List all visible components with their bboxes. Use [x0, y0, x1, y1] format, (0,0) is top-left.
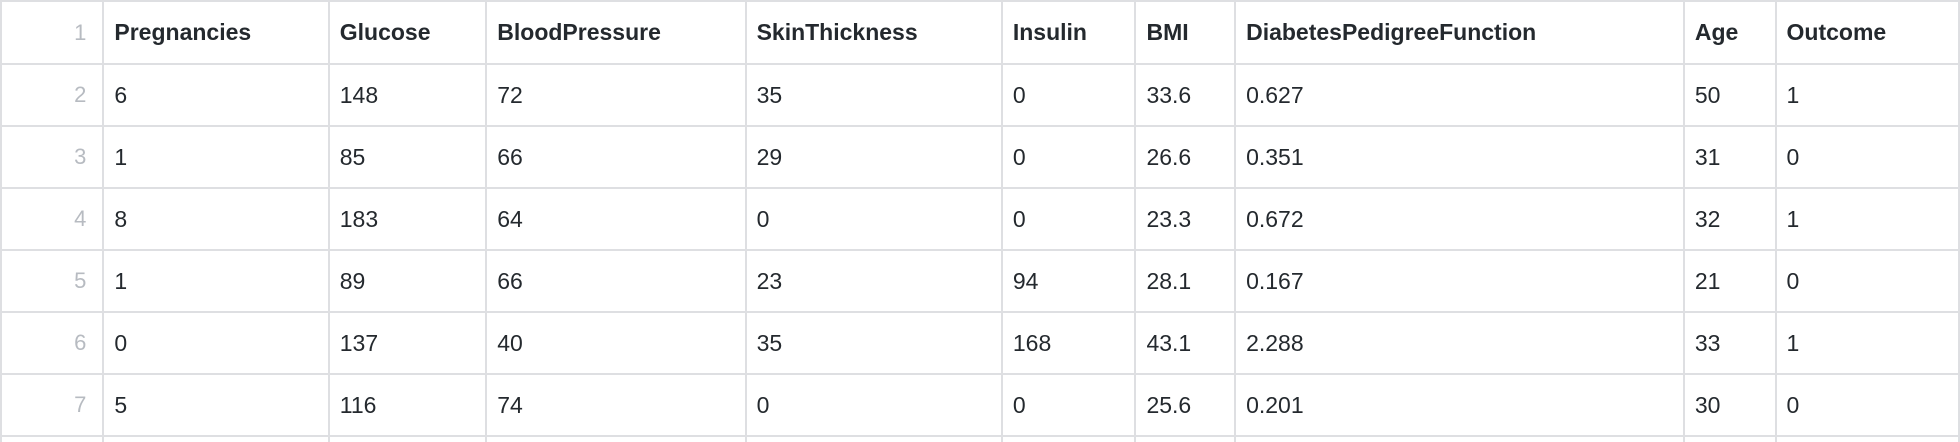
- column-header[interactable]: BMI: [1135, 2, 1237, 65]
- column-header[interactable]: Outcome: [1775, 2, 1960, 65]
- table-cell[interactable]: 1: [103, 250, 330, 313]
- table-cell[interactable]: 33: [1683, 312, 1777, 375]
- column-header[interactable]: BloodPressure: [486, 2, 747, 65]
- table-cell[interactable]: 28.1: [1135, 250, 1237, 313]
- table-cell[interactable]: 0: [1001, 374, 1137, 437]
- table-cell[interactable]: 74: [486, 374, 747, 437]
- table-cell[interactable]: 72: [486, 64, 747, 127]
- table-cell[interactable]: 0: [1775, 250, 1960, 313]
- table-row: 5 1 89 66 23 94 28.1 0.167 21 0: [2, 250, 1960, 313]
- table-cell[interactable]: 0.201: [1235, 374, 1685, 437]
- row-number: 1: [2, 2, 105, 65]
- table-cell-partial: [1001, 436, 1137, 442]
- table-cell-partial: [103, 436, 330, 442]
- table-cell[interactable]: 25.6: [1135, 374, 1237, 437]
- table-cell[interactable]: 1: [1775, 312, 1960, 375]
- table-cell[interactable]: 6: [103, 64, 330, 127]
- table-cell[interactable]: 8: [103, 188, 330, 251]
- table-cell[interactable]: 40: [486, 312, 747, 375]
- column-header[interactable]: Glucose: [328, 2, 488, 65]
- table-cell-partial: [1683, 436, 1777, 442]
- table-cell[interactable]: 0.627: [1235, 64, 1685, 127]
- column-header[interactable]: Pregnancies: [103, 2, 330, 65]
- table-cell-partial: [1235, 436, 1685, 442]
- row-number: 3: [2, 126, 105, 189]
- table-cell[interactable]: 23.3: [1135, 188, 1237, 251]
- table-cell[interactable]: 89: [328, 250, 488, 313]
- table-cell[interactable]: 50: [1683, 64, 1777, 127]
- table-cell[interactable]: 35: [745, 64, 1003, 127]
- table-cell[interactable]: 23: [745, 250, 1003, 313]
- table-row: 4 8 183 64 0 0 23.3 0.672 32 1: [2, 188, 1960, 251]
- table-cell[interactable]: 0: [1001, 126, 1137, 189]
- table-cell[interactable]: 43.1: [1135, 312, 1237, 375]
- table-cell[interactable]: 94: [1001, 250, 1137, 313]
- table-cell[interactable]: 0: [1775, 126, 1960, 189]
- table-header-row: 1 Pregnancies Glucose BloodPressure SkinThic…: [2, 2, 1960, 65]
- table-cell[interactable]: 1: [1775, 188, 1960, 251]
- table-cell-partial: [328, 436, 488, 442]
- table-cell[interactable]: 1: [1775, 64, 1960, 127]
- table-cell[interactable]: 137: [328, 312, 488, 375]
- table-cell[interactable]: 0: [103, 312, 330, 375]
- table-cell[interactable]: 21: [1683, 250, 1777, 313]
- table-row-partial: [2, 436, 1960, 442]
- row-number: 4: [2, 188, 105, 251]
- table-cell[interactable]: 168: [1001, 312, 1137, 375]
- column-header[interactable]: SkinThickness: [745, 2, 1003, 65]
- table-cell[interactable]: 29: [745, 126, 1003, 189]
- table-cell[interactable]: 64: [486, 188, 747, 251]
- table-cell[interactable]: 183: [328, 188, 488, 251]
- table-cell-partial: [1135, 436, 1237, 442]
- row-number: 5: [2, 250, 105, 313]
- table-cell[interactable]: 0: [745, 374, 1003, 437]
- column-header[interactable]: Age: [1683, 2, 1777, 65]
- table-cell[interactable]: 0: [1775, 374, 1960, 437]
- table-cell[interactable]: 0: [1001, 188, 1137, 251]
- table-cell[interactable]: 35: [745, 312, 1003, 375]
- table-row: 6 0 137 40 35 168 43.1 2.288 33 1: [2, 312, 1960, 375]
- column-header[interactable]: Insulin: [1001, 2, 1137, 65]
- table-cell[interactable]: 33.6: [1135, 64, 1237, 127]
- row-number: 7: [2, 374, 105, 437]
- table-cell[interactable]: 0.167: [1235, 250, 1685, 313]
- table-cell[interactable]: 0.351: [1235, 126, 1685, 189]
- table-cell[interactable]: 31: [1683, 126, 1777, 189]
- table-cell[interactable]: 148: [328, 64, 488, 127]
- table-cell-partial: [745, 436, 1003, 442]
- table-cell[interactable]: 26.6: [1135, 126, 1237, 189]
- table-cell[interactable]: 66: [486, 250, 747, 313]
- row-number-partial: [2, 436, 105, 442]
- table-cell[interactable]: 85: [328, 126, 488, 189]
- table-cell-partial: [486, 436, 747, 442]
- table-cell[interactable]: 5: [103, 374, 330, 437]
- table-cell[interactable]: 116: [328, 374, 488, 437]
- table-cell[interactable]: 2.288: [1235, 312, 1685, 375]
- table-cell[interactable]: 66: [486, 126, 747, 189]
- table-cell-partial: [1775, 436, 1960, 442]
- table-row: 3 1 85 66 29 0 26.6 0.351 31 0: [2, 126, 1960, 189]
- table-cell[interactable]: 1: [103, 126, 330, 189]
- table-cell[interactable]: 0: [745, 188, 1003, 251]
- table-cell[interactable]: 32: [1683, 188, 1777, 251]
- row-number: 2: [2, 64, 105, 127]
- row-number: 6: [2, 312, 105, 375]
- table-row: 7 5 116 74 0 0 25.6 0.201 30 0: [2, 374, 1960, 437]
- table-cell[interactable]: 0.672: [1235, 188, 1685, 251]
- table-row: 2 6 148 72 35 0 33.6 0.627 50 1: [2, 64, 1960, 127]
- table-cell[interactable]: 30: [1683, 374, 1777, 437]
- table-cell[interactable]: 0: [1001, 64, 1137, 127]
- column-header[interactable]: DiabetesPedigreeFunction: [1235, 2, 1685, 65]
